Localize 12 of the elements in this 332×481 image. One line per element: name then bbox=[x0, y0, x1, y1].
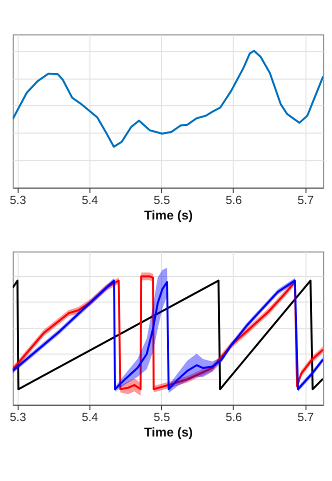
x-tick-label: 5.4 bbox=[82, 410, 98, 424]
x-tick-label: 5.5 bbox=[154, 410, 170, 424]
x-tick-label: 5.3 bbox=[10, 194, 27, 207]
x-tick-label: 5.7 bbox=[297, 194, 314, 207]
x-tick-label: 5.7 bbox=[297, 410, 314, 424]
x-tick-label: 5.6 bbox=[226, 410, 242, 424]
x-axis-title: Time (s) bbox=[144, 208, 193, 223]
x-tick-label: 5.3 bbox=[10, 410, 27, 424]
x-tick-label: 5.4 bbox=[82, 194, 98, 207]
x-tick-label: 5.5 bbox=[154, 194, 170, 207]
x-axis-title: Time (s) bbox=[144, 424, 193, 440]
x-tick-label: 5.6 bbox=[226, 194, 242, 207]
